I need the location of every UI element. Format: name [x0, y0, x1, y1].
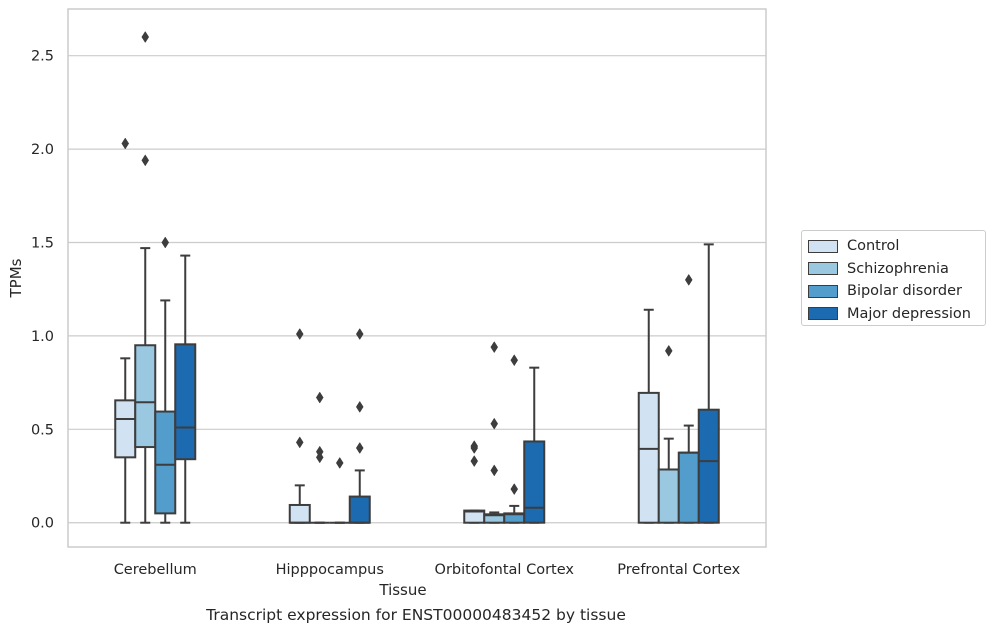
- y-tick-label: 1.0: [31, 329, 54, 345]
- outlier-point: [141, 154, 150, 167]
- box-bipolar-disorder: [329, 456, 350, 524]
- y-tick-label: 2.5: [31, 49, 54, 65]
- y-tick-labels: 0.0 0.5 1.0 1.5 2.0 2.5: [31, 49, 54, 532]
- x-axis-label: Tissue: [378, 581, 426, 599]
- box-bipolar-disorder: [677, 273, 700, 524]
- outlier-point: [355, 442, 364, 454]
- y-tick-label: 2.0: [31, 142, 54, 158]
- legend: Control Schizophrenia Bipolar disorder Majo…: [801, 230, 986, 326]
- box-body: [134, 344, 157, 449]
- box-body: [523, 440, 546, 524]
- outlier-point: [355, 328, 364, 341]
- box-body: [174, 343, 197, 461]
- outlier-point: [510, 483, 519, 496]
- box-body: [657, 468, 680, 524]
- legend-label: Control: [847, 238, 900, 255]
- y-axis-label: TPMs: [7, 258, 25, 298]
- outlier-point: [684, 273, 693, 286]
- x-tick-labels: Cerebellum Hipppocampus Orbitofontal Corte…: [114, 562, 741, 578]
- box-major-depression: [348, 328, 371, 524]
- legend-label: Major depression: [847, 305, 971, 322]
- box-schizophrenia: [657, 344, 680, 524]
- box-body: [114, 399, 137, 459]
- outlier-point: [490, 417, 499, 430]
- box-body: [154, 410, 177, 515]
- legend-swatch: [808, 239, 838, 253]
- box-control: [637, 308, 660, 524]
- box-schizophrenia: [483, 341, 506, 524]
- box-body: [637, 391, 660, 524]
- box-groups: [114, 31, 720, 524]
- outlier-point: [664, 344, 673, 357]
- legend-swatch: [808, 284, 838, 298]
- legend-item: Schizophrenia: [808, 258, 985, 281]
- outlier-point: [490, 464, 499, 477]
- box-major-depression: [174, 254, 197, 524]
- outlier-point: [355, 400, 364, 413]
- x-tick-label: Prefrontal Cortex: [617, 562, 740, 578]
- outlier-point: [121, 137, 130, 150]
- legend-label: Bipolar disorder: [847, 283, 962, 300]
- x-tick-label: Cerebellum: [114, 562, 197, 578]
- legend-label: Schizophrenia: [847, 260, 949, 277]
- y-tick-label: 1.5: [31, 236, 54, 252]
- box-bipolar-disorder: [154, 236, 177, 524]
- outlier-point: [295, 328, 304, 341]
- legend-item: Bipolar disorder: [808, 280, 985, 303]
- x-tick-label: Orbitofontal Cortex: [435, 562, 575, 578]
- box-major-depression: [523, 366, 546, 524]
- box-control: [288, 328, 311, 524]
- box-body: [288, 503, 311, 524]
- legend-item: Control: [808, 235, 985, 258]
- box-control: [463, 440, 486, 524]
- x-tick-label: Hipppocampus: [276, 562, 384, 578]
- box-body: [348, 495, 371, 524]
- legend-swatch: [808, 307, 838, 321]
- outlier-point: [315, 391, 324, 404]
- legend-swatch: [808, 262, 838, 276]
- legend-item: Major depression: [808, 303, 985, 326]
- outlier-point: [315, 445, 324, 458]
- box-schizophrenia: [134, 31, 157, 524]
- box-body: [677, 451, 700, 524]
- outlier-point: [490, 341, 499, 354]
- outlier-point: [161, 236, 170, 249]
- box-control: [114, 137, 137, 524]
- box-body: [697, 408, 720, 524]
- outlier-point: [141, 31, 150, 43]
- outlier-point: [470, 440, 479, 453]
- outlier-point: [510, 354, 519, 367]
- box-bipolar-disorder: [503, 354, 526, 524]
- outlier-point: [295, 436, 304, 449]
- chart-caption: Transcript expression for ENST0000048345…: [206, 606, 626, 624]
- plot-frame: [67, 8, 767, 548]
- outlier-point: [335, 456, 344, 469]
- outlier-point: [470, 455, 479, 468]
- box-major-depression: [697, 243, 720, 524]
- box-schizophrenia: [309, 391, 330, 524]
- y-tick-label: 0.0: [31, 516, 54, 532]
- y-tick-label: 0.5: [31, 422, 54, 438]
